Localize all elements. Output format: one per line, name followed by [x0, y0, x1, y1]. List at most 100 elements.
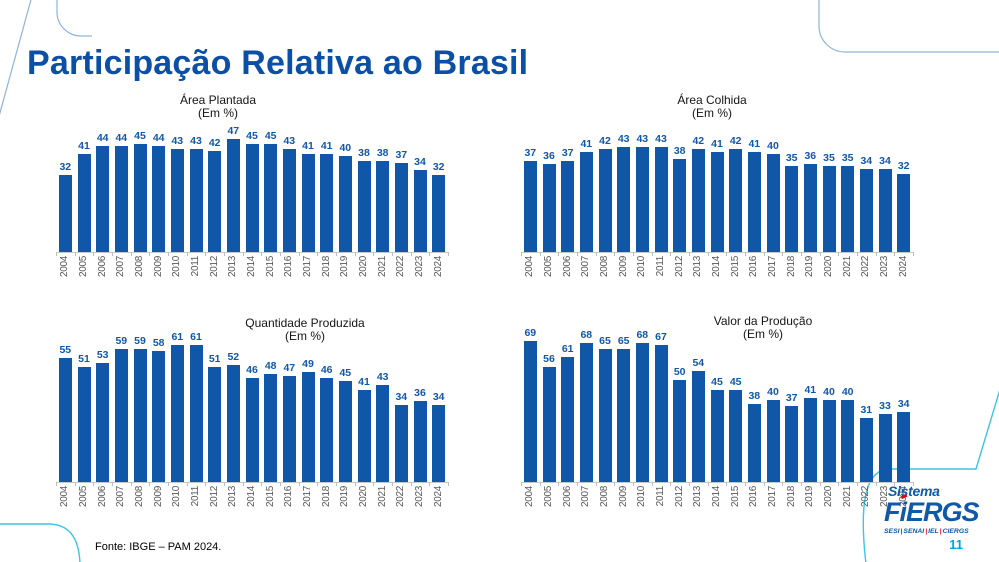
bar-2021	[841, 166, 855, 252]
x-axis-year-label: 2010	[636, 256, 648, 278]
x-axis-tick	[558, 482, 559, 486]
bar-2019	[803, 398, 817, 482]
bar-2020	[822, 166, 836, 252]
bar-2015	[264, 144, 278, 252]
bar-value-label: 41	[358, 376, 370, 388]
bar-2014	[710, 390, 724, 482]
bar-2015	[729, 149, 743, 252]
bar-value-label: 38	[358, 147, 370, 159]
x-axis-tick	[336, 252, 337, 256]
bar-value-label: 42	[208, 137, 221, 149]
x-axis-year-label: 2018	[320, 256, 332, 278]
x-axis-year-label: 2011	[655, 256, 666, 277]
x-axis-tick	[317, 482, 318, 486]
x-axis-year-label: 2009	[152, 256, 164, 278]
bar-2005	[542, 367, 556, 482]
x-axis-tick	[224, 252, 225, 256]
x-axis-year-label: 2012	[673, 256, 685, 278]
bar-value-label: 65	[599, 335, 611, 347]
bar-2012	[673, 159, 687, 252]
bar-value-label: 67	[655, 331, 667, 343]
x-axis-year-label: 2018	[785, 256, 797, 278]
x-axis-tick	[373, 252, 374, 256]
bar-value-label: 34	[897, 398, 910, 410]
bar-value-label: 36	[804, 150, 817, 162]
bar-2018	[320, 378, 334, 482]
x-axis-year-label: 2011	[655, 486, 666, 507]
x-axis-year-label: 2006	[96, 256, 108, 278]
logo-separator: |	[939, 528, 942, 535]
bar-value-label: 52	[227, 351, 240, 363]
bar-2019	[338, 381, 352, 482]
x-axis-year-label: 2023	[414, 256, 425, 278]
x-axis-tick	[614, 252, 615, 256]
bar-2013	[226, 365, 240, 482]
x-axis-year-label: 2015	[729, 486, 741, 508]
bar-2015	[729, 390, 743, 482]
bar-2008	[133, 349, 147, 482]
logo-subtext-part: SESI	[884, 528, 900, 535]
bar-value-label: 54	[692, 357, 705, 369]
bar-value-label: 37	[524, 147, 537, 159]
bar-2007	[114, 146, 128, 252]
logo-separator: |	[900, 528, 903, 535]
x-axis-tick	[764, 252, 765, 256]
bar-value-label: 32	[432, 161, 445, 173]
chart-valor-da-producao: Valor da Produção (Em %) 69 2004 56 2005 61 2…	[521, 313, 914, 528]
x-axis-year-label: 2004	[59, 486, 71, 508]
x-axis-tick	[633, 482, 634, 486]
x-axis-tick	[782, 482, 783, 486]
chart-title-text: Valor da Produção	[713, 314, 813, 328]
x-axis-year-label: 2006	[96, 486, 108, 508]
bar-2012	[673, 380, 687, 482]
x-axis-year-label: 2010	[636, 486, 648, 508]
x-axis-tick	[596, 482, 597, 486]
bar-value-label: 37	[395, 149, 408, 161]
x-axis-year-label: 2021	[841, 486, 853, 508]
bar-2014	[245, 144, 259, 252]
x-axis-tick	[521, 482, 522, 486]
x-axis-tick	[670, 482, 671, 486]
bar-2023	[413, 170, 427, 252]
x-axis-tick	[913, 252, 914, 256]
x-axis-tick	[633, 252, 634, 256]
x-axis-year-label: 2020	[358, 256, 369, 278]
x-axis-tick	[708, 252, 709, 256]
x-axis-year-label: 2020	[358, 486, 369, 508]
x-axis-year-label: 2011	[190, 256, 201, 277]
x-axis-year-label: 2014	[246, 256, 257, 278]
x-axis-tick	[205, 252, 206, 256]
chart-title-text: Área Colhida	[677, 93, 747, 107]
x-axis-tick	[112, 252, 113, 256]
bar-2016	[747, 404, 761, 482]
x-axis-year-label: 2021	[376, 486, 388, 508]
bar-value-label: 38	[748, 390, 761, 402]
bar-2016	[282, 149, 296, 252]
bar-2008	[133, 144, 147, 252]
x-axis-line	[56, 482, 448, 483]
x-axis-tick	[782, 252, 783, 256]
x-axis-year-label: 2016	[283, 486, 295, 508]
x-axis-year-label: 2010	[171, 256, 183, 278]
x-axis-year-label: 2024	[432, 256, 444, 278]
x-axis-tick	[168, 252, 169, 256]
bar-value-label: 65	[617, 335, 630, 347]
bar-2011	[654, 147, 668, 252]
x-axis-tick	[652, 482, 653, 486]
chart-title-text: Área Plantada	[179, 93, 257, 107]
x-axis-tick	[726, 482, 727, 486]
bar-2010	[170, 149, 184, 252]
x-axis-tick	[857, 252, 858, 256]
x-axis-tick	[168, 482, 169, 486]
x-axis-tick	[149, 482, 150, 486]
x-axis-year-label: 2012	[208, 486, 220, 508]
bar-value-label: 37	[785, 392, 798, 404]
x-axis-tick	[708, 482, 709, 486]
x-axis-tick	[112, 482, 113, 486]
bar-value-label: 34	[395, 391, 408, 403]
logo-subtext-part: CIERGS	[942, 528, 969, 535]
x-axis-year-label: 2015	[729, 256, 741, 278]
x-axis-line	[521, 482, 913, 483]
x-axis-year-label: 2007	[580, 486, 592, 508]
x-axis-year-label: 2008	[599, 256, 610, 278]
